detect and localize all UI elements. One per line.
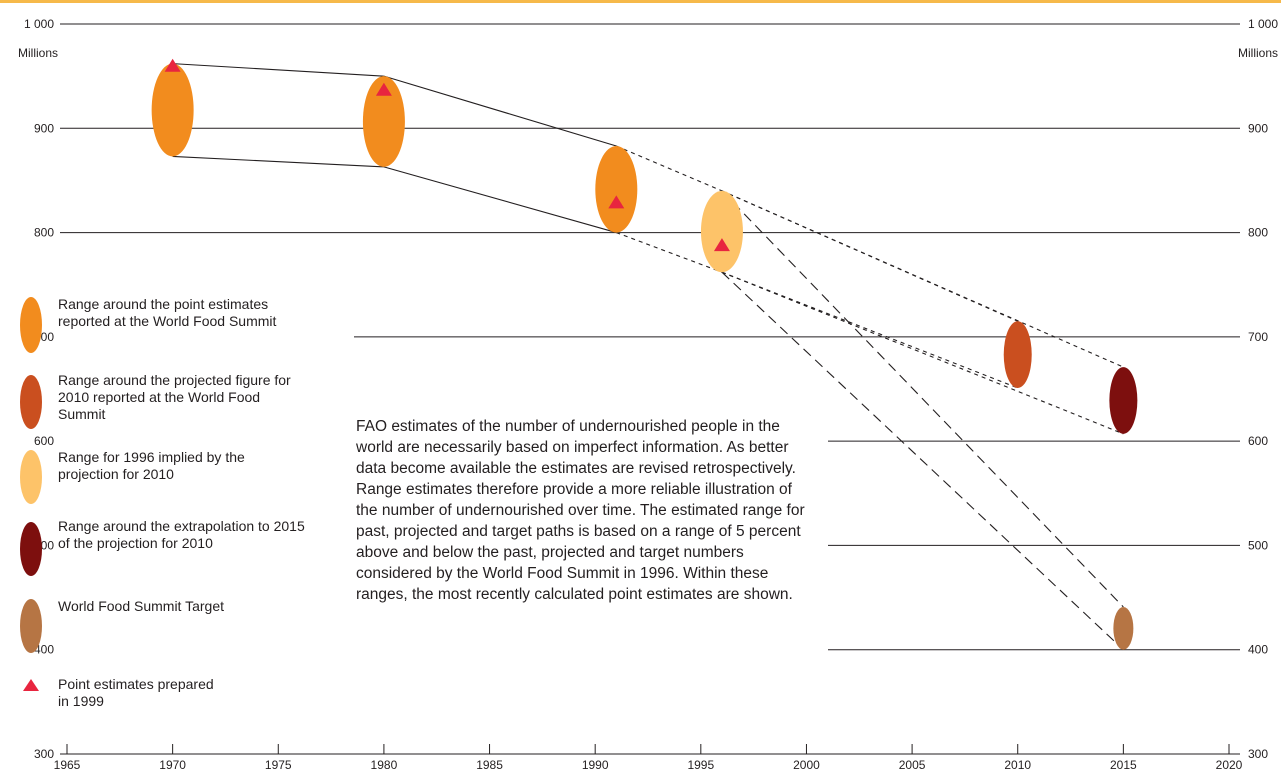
legend-swatch-shape xyxy=(20,450,42,504)
x-tick-label: 1975 xyxy=(265,758,292,772)
legend-swatch-brown xyxy=(20,599,42,653)
explanatory-note: FAO estimates of the number of undernour… xyxy=(356,418,805,603)
point-estimate-triangle-1996 xyxy=(713,238,730,252)
x-tick-label: 1990 xyxy=(582,758,609,772)
range-ellipses xyxy=(151,63,1138,650)
gridlines xyxy=(60,23,1240,651)
connector-short-dash xyxy=(721,271,1018,389)
legend-swatch-shape xyxy=(20,297,42,353)
range-ellipse-projection_2010-2010 xyxy=(1003,321,1032,388)
legend-label: Range around the point estimates reporte… xyxy=(58,296,277,329)
connector-solid xyxy=(172,155,384,168)
x-tick-label: 1995 xyxy=(687,758,714,772)
legend-swatch-shape xyxy=(23,679,39,691)
y-tick-label-right: 600 xyxy=(1248,434,1268,448)
connector-short-dash xyxy=(616,232,723,273)
x-axis: 1965 1970 1975 1980 1985 1990 1995 2000 2005 2010… xyxy=(54,744,1243,772)
range-connectors xyxy=(172,63,1124,651)
y-unit-label-left: Millions xyxy=(18,46,58,60)
y-tick-label-left: 400 xyxy=(34,643,54,657)
legend-label: Point estimates prepared in 1999 xyxy=(58,676,214,709)
x-tick-label: 1980 xyxy=(371,758,398,772)
point-estimate-triangle-1970 xyxy=(164,58,181,72)
connector-solid xyxy=(383,166,617,234)
connector-short-dash xyxy=(616,145,723,192)
legend-swatch-triangle xyxy=(23,679,39,691)
x-tick-label: 2010 xyxy=(1004,758,1031,772)
top-accent-bar xyxy=(0,0,1281,3)
range-ellipse-wfs_point_estimates-1991 xyxy=(595,146,638,233)
connector-long-dash xyxy=(721,190,1124,608)
y-tick-label-right: 300 xyxy=(1248,747,1268,761)
legend-swatch-dark-red xyxy=(20,522,42,576)
connector-short-dash xyxy=(721,190,1018,322)
y-tick-label-right: 900 xyxy=(1248,121,1268,135)
y-tick-label-right: 400 xyxy=(1248,643,1268,657)
range-ellipse-wfs_target-2015 xyxy=(1113,606,1134,650)
y-unit-label-right: Millions xyxy=(1238,46,1278,60)
y-tick-label-right: 500 xyxy=(1248,538,1268,552)
y-tick-label-right: 700 xyxy=(1248,330,1268,344)
legend: Range around the point estimates reporte… xyxy=(18,296,318,716)
y-tick-label-right: 1 000 xyxy=(1248,17,1278,31)
y-tick-label-left: 300 xyxy=(34,747,54,761)
y-tick-label-left: 800 xyxy=(34,226,54,240)
legend-swatch-shape xyxy=(20,599,42,653)
x-tick-label: 2015 xyxy=(1110,758,1137,772)
range-ellipse-wfs_point_estimates-1980 xyxy=(362,76,405,167)
range-ellipse-extrapolation_2015-2015 xyxy=(1109,367,1138,434)
point-estimate-triangle-1991 xyxy=(608,195,625,209)
x-tick-label: 1985 xyxy=(476,758,503,772)
legend-swatch-red-orange xyxy=(20,375,42,429)
y-tick-label-left: 900 xyxy=(34,121,54,135)
x-tick-label: 2020 xyxy=(1216,758,1243,772)
legend-swatch-shape xyxy=(20,522,42,576)
legend-label: Range around the extrapolation to 2015 o… xyxy=(58,518,305,551)
y-tick-label-left: 600 xyxy=(34,434,54,448)
connector-solid xyxy=(172,63,384,77)
legend-swatch-orange xyxy=(20,297,42,353)
x-tick-label: 2000 xyxy=(793,758,820,772)
x-tick-label: 1970 xyxy=(159,758,186,772)
y-tick-label-left: 1 000 xyxy=(24,17,54,31)
x-tick-label: 1965 xyxy=(54,758,81,772)
connector-short-dash xyxy=(721,271,1124,435)
range-ellipse-range_1996-1996 xyxy=(700,190,743,273)
legend-label: Range for 1996 implied by the projection… xyxy=(58,449,245,482)
connector-solid xyxy=(383,75,617,147)
legend-swatch-shape xyxy=(20,375,42,429)
point-estimate-triangle-1980 xyxy=(375,82,392,96)
legend-label: Range around the projected figure for 20… xyxy=(58,372,291,422)
y-tick-label-right: 800 xyxy=(1248,226,1268,240)
x-tick-label: 2005 xyxy=(899,758,926,772)
connector-long-dash xyxy=(721,271,1124,651)
legend-swatch-light-orange xyxy=(20,450,42,504)
range-ellipse-wfs_point_estimates-1970 xyxy=(151,63,194,157)
point-estimates xyxy=(164,58,730,252)
legend-label: World Food Summit Target xyxy=(58,598,224,614)
